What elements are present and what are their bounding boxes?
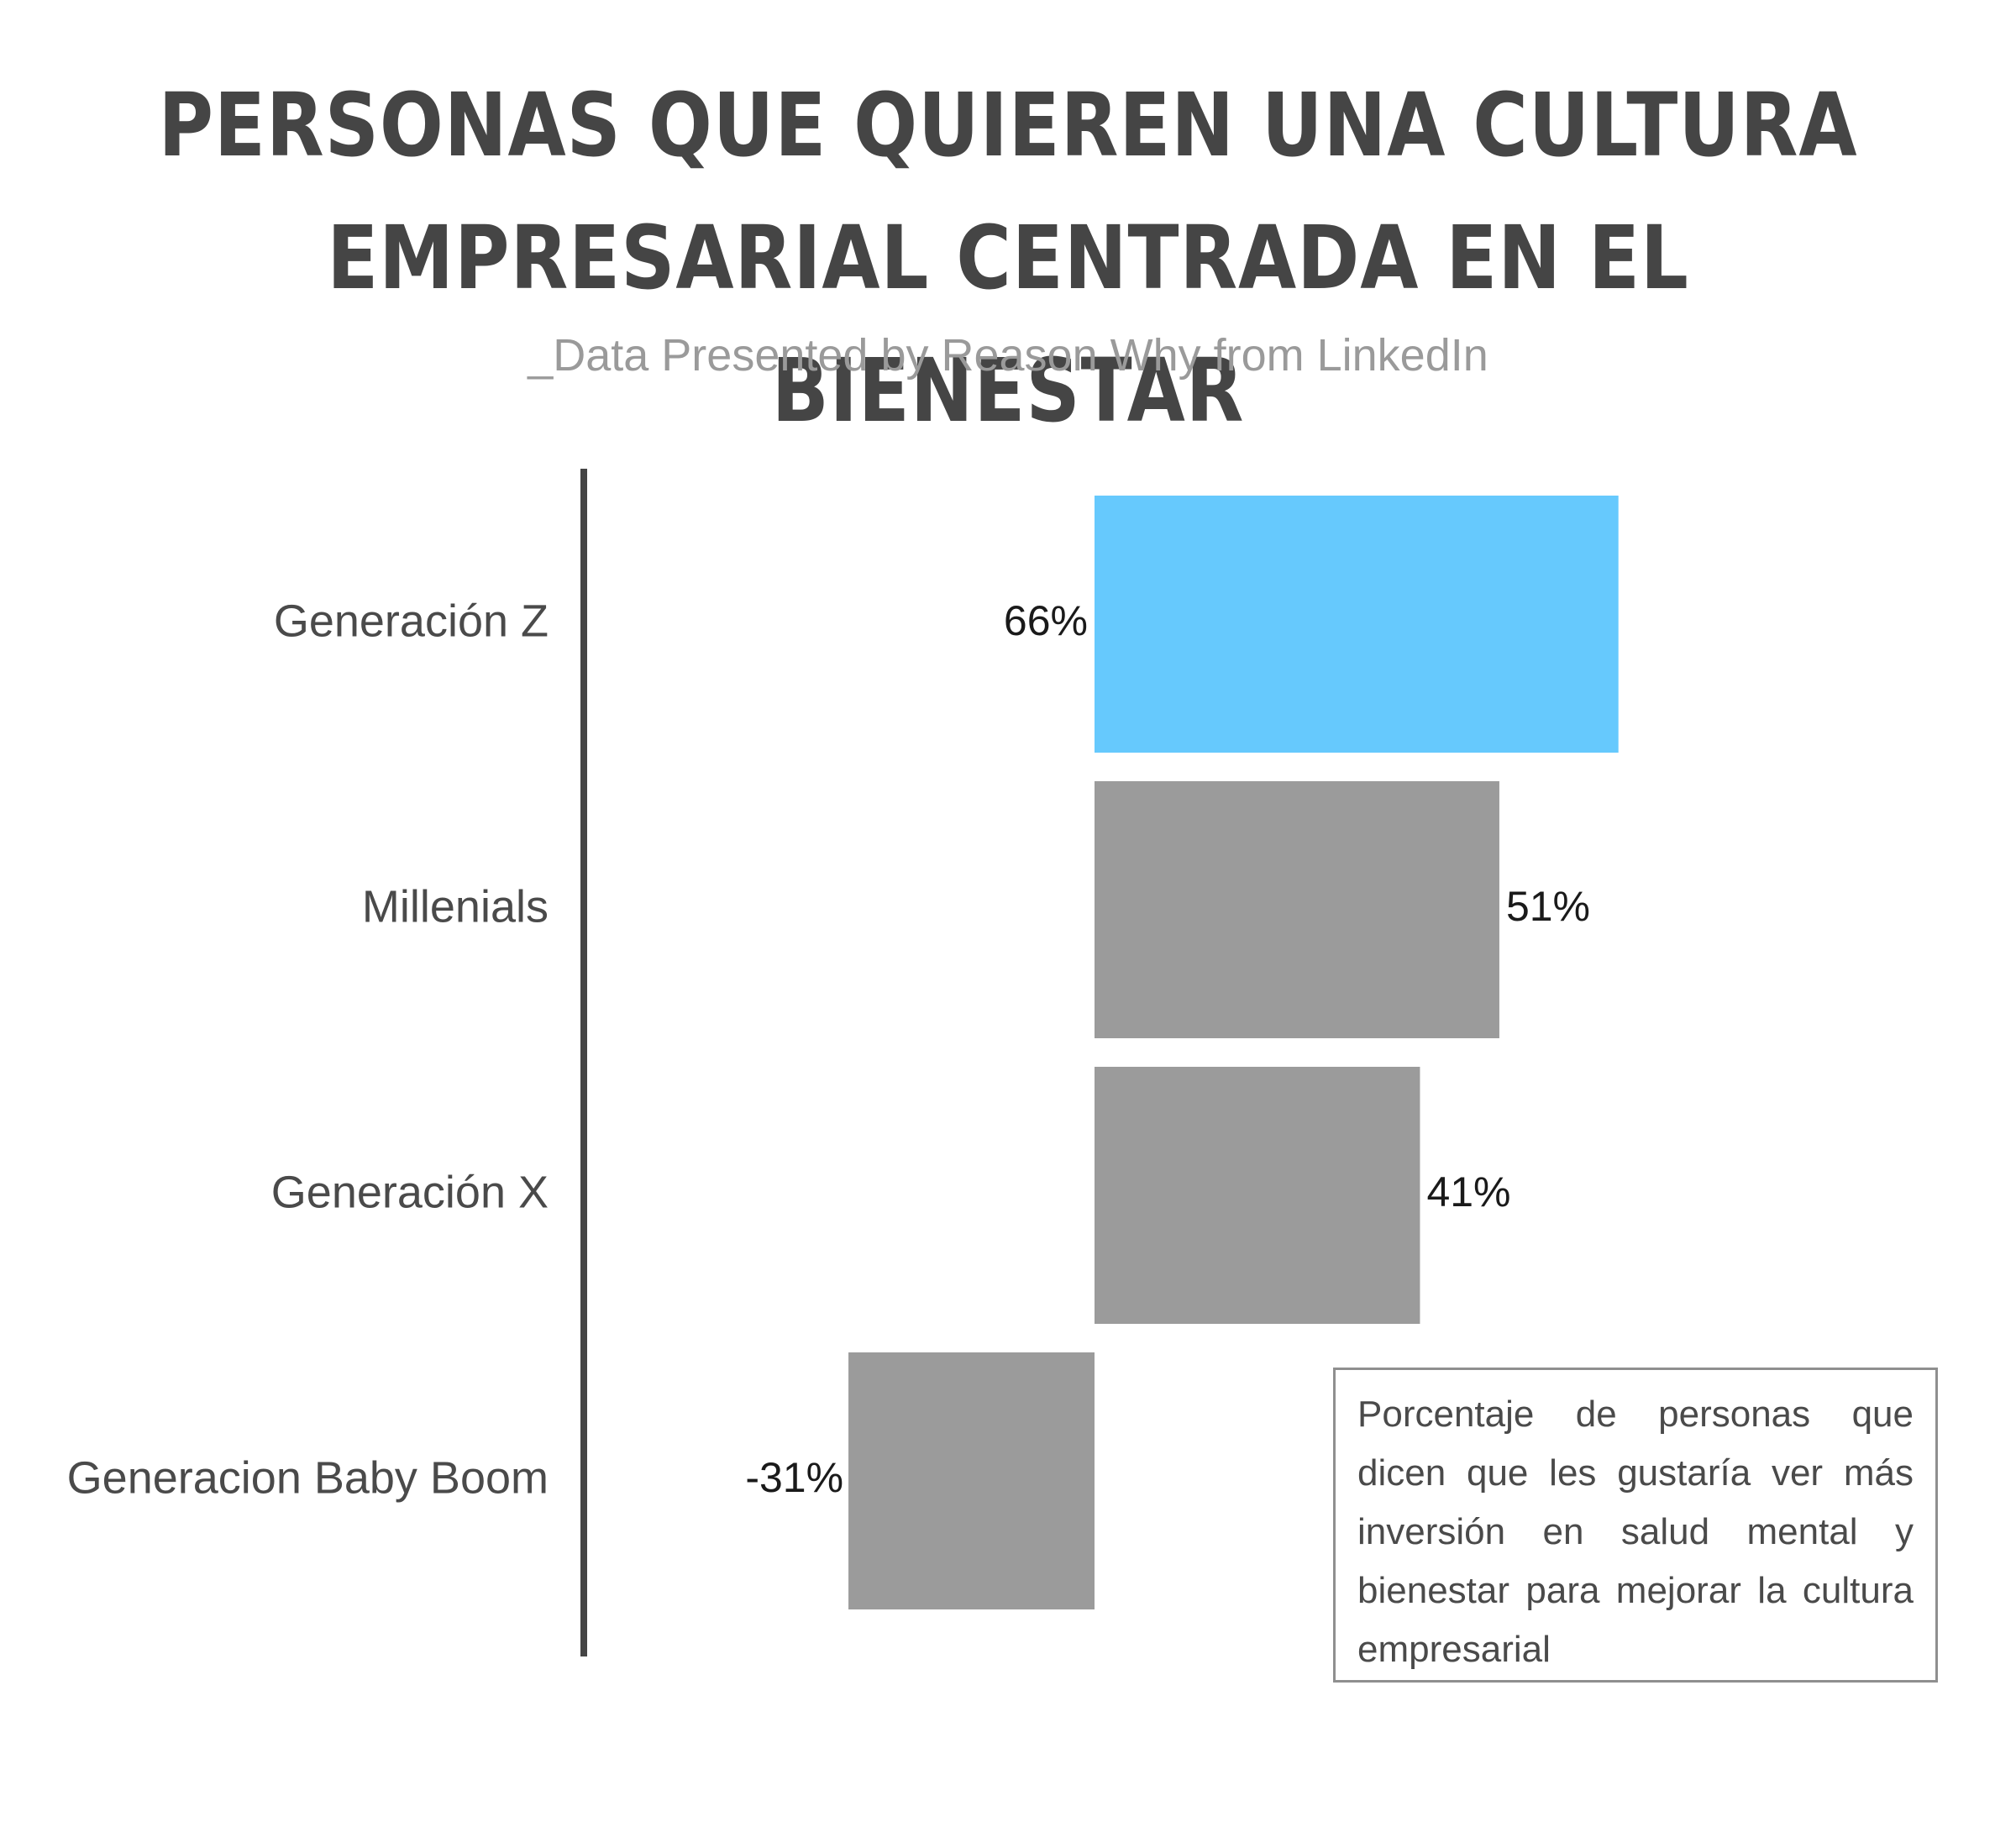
- category-label-3: Generacion Baby Boom: [67, 1452, 549, 1503]
- value-label-2: 41%: [1426, 1168, 1510, 1215]
- chart-subtitle: _Data Presented by Reason Why from Linke…: [528, 330, 1488, 381]
- category-label-0: Generación Z: [274, 596, 549, 646]
- value-label-1: 51%: [1506, 883, 1590, 930]
- bar-0: [1095, 496, 1619, 753]
- category-label-2: Generación X: [271, 1167, 549, 1217]
- bar-3: [848, 1352, 1095, 1609]
- value-label-3: -31%: [745, 1454, 843, 1501]
- chart-title-line-2: EMPRESARIAL CENTRADA EN EL BIENESTAR: [327, 207, 1689, 442]
- value-label-0: 66%: [1004, 597, 1088, 644]
- bar-2: [1095, 1067, 1420, 1324]
- note-box: Porcentaje de personas que dicen que les…: [1333, 1368, 1938, 1683]
- chart-title: PERSONAS QUE QUIEREN UNA CULTURA EMPRESA…: [141, 59, 1875, 457]
- category-label-1: Millenials: [362, 881, 549, 932]
- chart-title-line-1: PERSONAS QUE QUIEREN UNA CULTURA: [158, 74, 1858, 176]
- bar-1: [1095, 781, 1499, 1038]
